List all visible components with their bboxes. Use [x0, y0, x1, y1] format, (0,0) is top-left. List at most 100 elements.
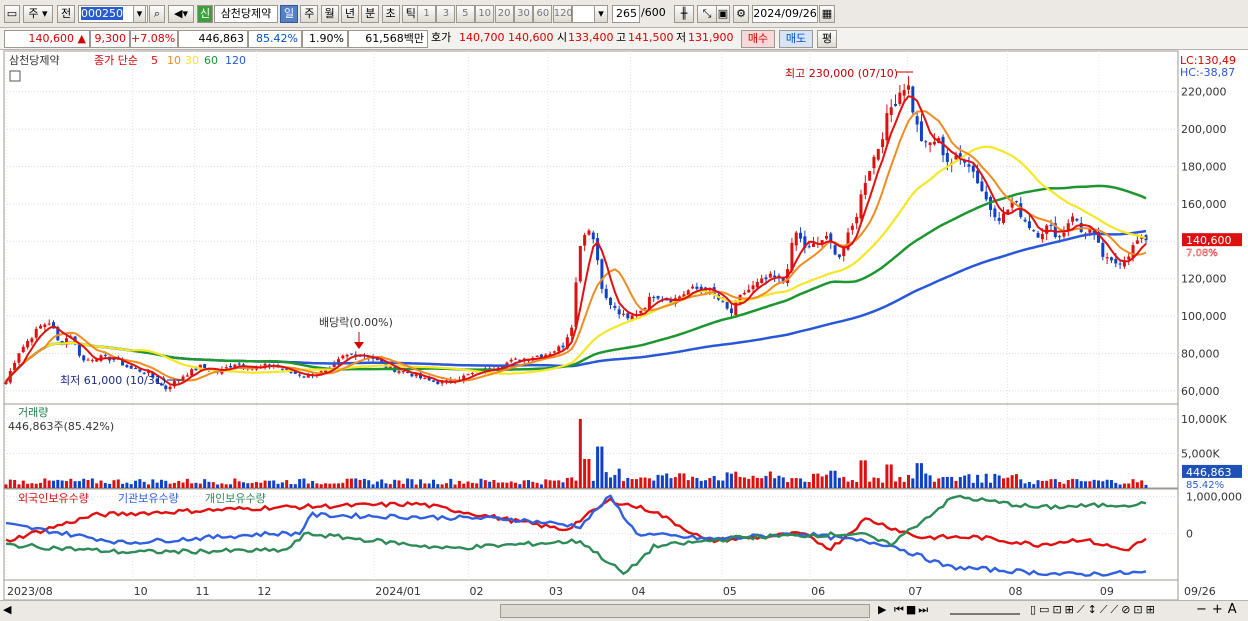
volume-bar — [82, 478, 86, 488]
volume-bar — [837, 477, 841, 488]
interval-button-5[interactable]: 30 — [514, 5, 533, 23]
volume-panel-frame — [3, 403, 1179, 489]
zoom-slider[interactable] — [950, 605, 1020, 615]
volume-bar — [907, 475, 910, 488]
period-tab-5[interactable]: 초 — [381, 5, 400, 23]
volume-bar — [341, 482, 345, 488]
volume-bar — [967, 474, 971, 488]
interval-button-2[interactable]: 5 — [455, 5, 475, 23]
scroll-left-icon[interactable]: ◀ — [3, 603, 12, 616]
period-tab-0[interactable]: 일 — [280, 5, 298, 23]
hc-label: HC:-38,87 — [1180, 66, 1235, 79]
save-icon[interactable]: ▣ — [716, 5, 730, 23]
volume-bar — [535, 482, 539, 488]
search-icon[interactable]: ⌕ — [149, 5, 165, 23]
volume-bar — [596, 446, 600, 488]
code-dropdown-icon[interactable]: ▾ — [133, 5, 146, 23]
holding-legend-inst: 기관보유수량 — [118, 492, 179, 505]
gear-icon[interactable]: ⚙ — [733, 5, 749, 23]
interval-button-4[interactable]: 20 — [494, 5, 514, 23]
speaker-icon[interactable]: ◀▾ — [168, 5, 194, 23]
buy-button[interactable]: 매수 — [741, 30, 775, 48]
scroll-right-icon[interactable]: ▶ — [878, 603, 887, 616]
interval-dropdown-icon[interactable]: ▾ — [594, 5, 608, 23]
volume-bar — [4, 484, 8, 488]
candle-body — [630, 315, 634, 320]
volume-bar — [172, 482, 176, 488]
scroll-thumb[interactable] — [500, 604, 870, 618]
volume-bar — [669, 478, 673, 488]
sell-button[interactable]: 매도 — [779, 30, 813, 48]
candle-body — [298, 374, 302, 376]
volume-bar — [807, 482, 811, 488]
eval-button[interactable]: 평 — [817, 30, 837, 48]
price-panel-frame — [3, 50, 1179, 405]
count-input[interactable]: 265 — [612, 5, 640, 23]
interval-button-3[interactable]: 10 — [475, 5, 495, 23]
volume-bar — [17, 484, 21, 488]
playback-controls-icon[interactable]: ⏮■⏭ — [894, 603, 931, 616]
volume-bar — [911, 478, 915, 488]
volume-bar — [237, 481, 241, 488]
candle-body — [1127, 256, 1131, 260]
volume-bar — [198, 483, 202, 488]
candle-body — [414, 374, 418, 377]
period-tab-1[interactable]: 주 — [300, 5, 319, 23]
candle-body — [850, 225, 854, 230]
candle-body — [1045, 225, 1049, 234]
interval-button-6[interactable]: 60 — [533, 5, 553, 23]
date-input[interactable]: 2024/09/26 — [752, 5, 818, 23]
interval-button-1[interactable]: 3 — [436, 5, 456, 23]
candle-body — [729, 308, 733, 314]
volume-bar — [881, 482, 885, 488]
dividend-annotation: 배당락(0.00%) — [319, 316, 393, 329]
volume-bar — [509, 481, 513, 488]
volume-bar — [229, 484, 233, 488]
volume-bar — [8, 479, 12, 488]
candle-body — [1075, 218, 1079, 221]
volume-bar — [30, 483, 34, 488]
candle-body — [397, 371, 401, 373]
period-tab-2[interactable]: 월 — [320, 5, 339, 23]
candle-body — [172, 380, 176, 387]
volume-bar — [626, 477, 630, 488]
mode-select[interactable]: 주 ▾ — [23, 5, 53, 23]
candle-body — [812, 243, 815, 247]
volume-bar — [159, 479, 163, 488]
volume-bar — [768, 471, 772, 488]
candle-body — [578, 246, 582, 282]
volume-bar — [863, 460, 867, 488]
candle-body — [440, 382, 444, 384]
volume-bar — [432, 479, 435, 488]
volume-bar — [1101, 481, 1105, 488]
stock-code-input[interactable]: 000250 — [78, 5, 148, 23]
draw-tool-icon[interactable]: ⤡ — [697, 5, 717, 23]
chart-scrollbar[interactable]: ◀ ▶ ⏮■⏭ ▯▭⊡⊞⟋↕⟋⟋⊘⊡⊞ −+A — [0, 600, 1248, 621]
candle-body — [289, 371, 293, 373]
calendar-icon[interactable]: ▦ — [819, 5, 835, 23]
prev-button[interactable]: 전 — [57, 5, 75, 23]
volume-bar — [609, 477, 613, 488]
candle-body — [790, 242, 794, 271]
volume-bar — [742, 477, 746, 488]
zoom-controls-icon[interactable]: −+A — [1196, 602, 1242, 617]
interval-button-0[interactable]: 1 — [417, 5, 436, 23]
layout-icon[interactable]: ▭ — [4, 5, 20, 23]
candle-body — [39, 325, 43, 329]
candle-body — [980, 181, 984, 191]
candle-body — [971, 165, 975, 172]
period-tab-3[interactable]: 년 — [340, 5, 359, 23]
volume-bar — [894, 481, 898, 488]
candle-body — [1114, 258, 1118, 264]
candle-body — [1023, 219, 1027, 222]
period-tab-4[interactable]: 분 — [361, 5, 380, 23]
candle-body — [820, 240, 824, 245]
candle-body — [1040, 233, 1044, 240]
volume-bar — [997, 475, 1001, 488]
chart-tools-icon[interactable]: ▯▭⊡⊞⟋↕⟋⟋⊘⊡⊞ — [1030, 603, 1158, 616]
candle-body — [155, 378, 159, 383]
candle-type-icon[interactable]: ╫ — [674, 5, 694, 23]
volume-bar — [488, 481, 492, 488]
interval-button-7[interactable]: 120 — [552, 5, 573, 23]
volume-bar — [371, 484, 375, 488]
